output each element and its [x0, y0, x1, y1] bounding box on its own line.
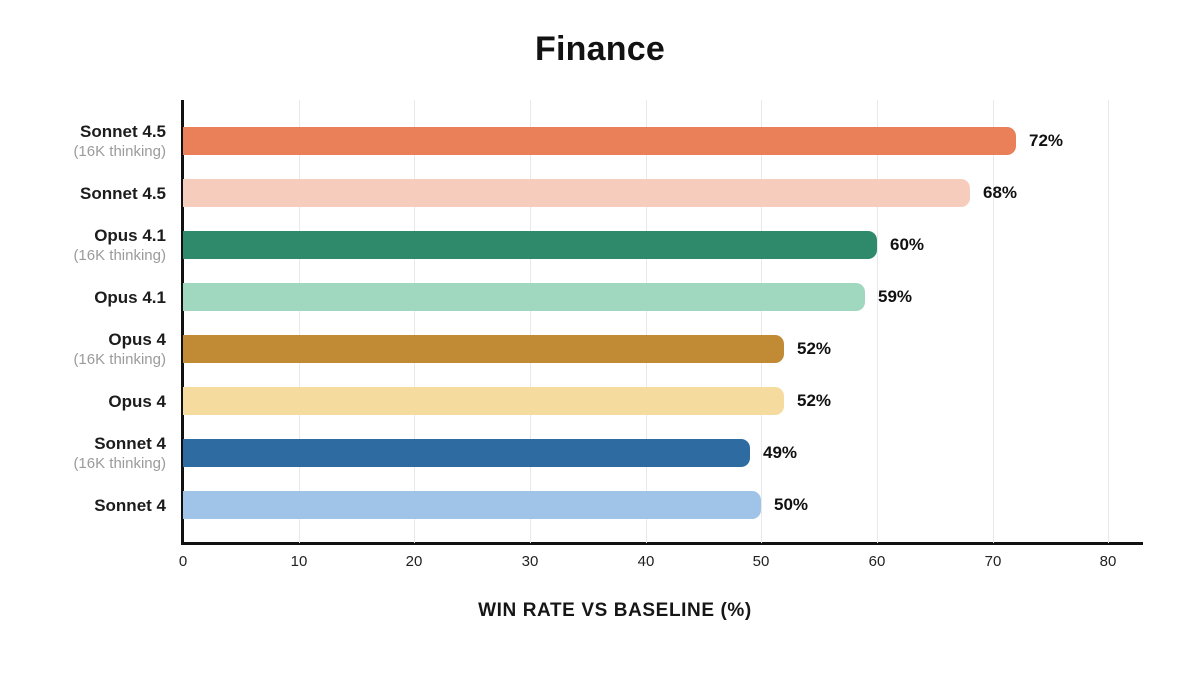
gridline-40: [646, 100, 647, 543]
x-tick-70: 70: [984, 553, 1002, 570]
category-label: Opus 4 (16K thinking): [0, 327, 166, 371]
x-tick-50: 50: [752, 553, 770, 570]
category-label: Sonnet 4.5 (16K thinking): [0, 119, 166, 163]
category-label-sub: (16K thinking): [73, 247, 166, 264]
plot-area: 0 10 20 30 40 50 60 70 80 72% Sonnet 4.5 (16K think…: [73, 100, 1143, 570]
bar-sonnet-4: [183, 491, 761, 519]
category-label: Sonnet 4: [0, 483, 166, 527]
x-tick-80: 80: [1099, 553, 1117, 570]
bar-opus-4: [183, 387, 784, 415]
x-axis-title: WIN RATE VS BASELINE (%): [478, 600, 752, 621]
category-label-main: Sonnet 4: [94, 495, 166, 515]
bar-value-label: 52%: [797, 339, 832, 358]
bar-sonnet-4-16k-thinking-: [183, 439, 750, 467]
x-tick-10: 10: [290, 553, 308, 570]
category-label: Sonnet 4.5: [0, 171, 166, 215]
category-label-main: Opus 4.1: [94, 226, 166, 245]
category-label-sub: (16K thinking): [73, 143, 166, 160]
bar-value-label: 59%: [878, 287, 913, 306]
x-tick-0: 0: [178, 553, 188, 570]
category-label-main: Opus 4: [108, 330, 166, 349]
bar-value-label: 68%: [983, 183, 1018, 202]
category-label: Opus 4.1 (16K thinking): [0, 223, 166, 267]
category-label-main: Sonnet 4.5: [80, 122, 166, 141]
gridline-20: [414, 100, 415, 543]
gridline-50: [761, 100, 762, 543]
gridline-80: [1108, 100, 1109, 543]
category-label-sub: (16K thinking): [73, 455, 166, 472]
category-label-main: Sonnet 4.5: [80, 183, 166, 203]
category-label-sub: (16K thinking): [73, 351, 166, 368]
category-label-main: Opus 4: [108, 391, 166, 411]
bar-value-label: 52%: [797, 391, 832, 410]
category-label-main: Sonnet 4: [94, 434, 166, 453]
gridline-30: [530, 100, 531, 543]
x-tick-60: 60: [868, 553, 886, 570]
category-label: Sonnet 4 (16K thinking): [0, 431, 166, 475]
bar-opus-4.1-16k-thinking-: [183, 231, 877, 259]
bar-opus-4-16k-thinking-: [183, 335, 784, 363]
bar-value-label: 60%: [890, 235, 925, 254]
gridline-70: [993, 100, 994, 543]
x-tick-30: 30: [521, 553, 539, 570]
gridline-10: [299, 100, 300, 543]
bar-opus-4.1: [183, 283, 865, 311]
bar-value-label: 72%: [1029, 131, 1064, 150]
category-label-main: Opus 4.1: [94, 287, 166, 307]
bar-value-label: 50%: [774, 495, 809, 514]
category-label: Opus 4: [0, 379, 166, 423]
bar-sonnet-4.5-16k-thinking-: [183, 127, 1016, 155]
y-axis-line: [181, 100, 184, 543]
x-tick-20: 20: [405, 553, 423, 570]
bar-sonnet-4.5: [183, 179, 970, 207]
gridline-60: [877, 100, 878, 543]
x-axis-line: [181, 542, 1143, 545]
x-tick-40: 40: [637, 553, 655, 570]
category-label: Opus 4.1: [0, 275, 166, 319]
bar-value-label: 49%: [763, 443, 798, 462]
chart-title: Finance: [535, 30, 665, 68]
